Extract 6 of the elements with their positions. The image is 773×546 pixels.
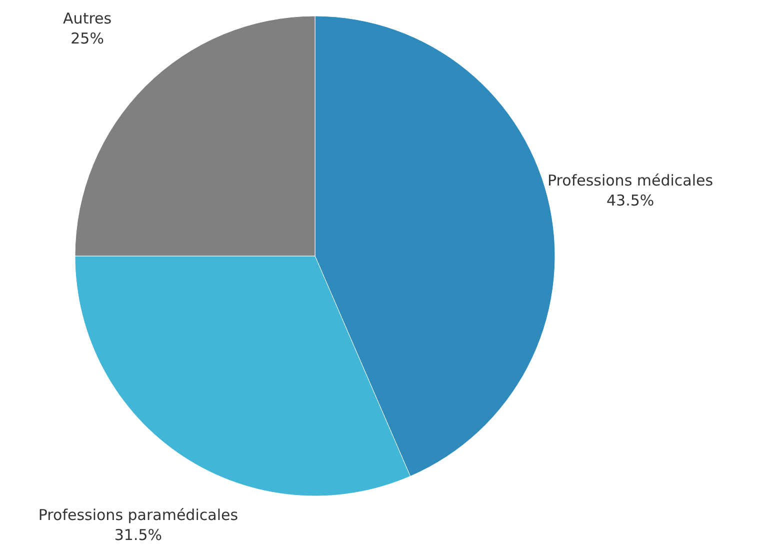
data-label: 25% — [70, 29, 104, 48]
data-label: 43.5% — [606, 192, 654, 210]
slice-label: Professions paramédicales — [38, 506, 238, 524]
data-label: 31.5% — [114, 526, 162, 544]
slice-label: Professions médicales — [548, 172, 714, 190]
slice-label: Autres — [63, 9, 112, 28]
